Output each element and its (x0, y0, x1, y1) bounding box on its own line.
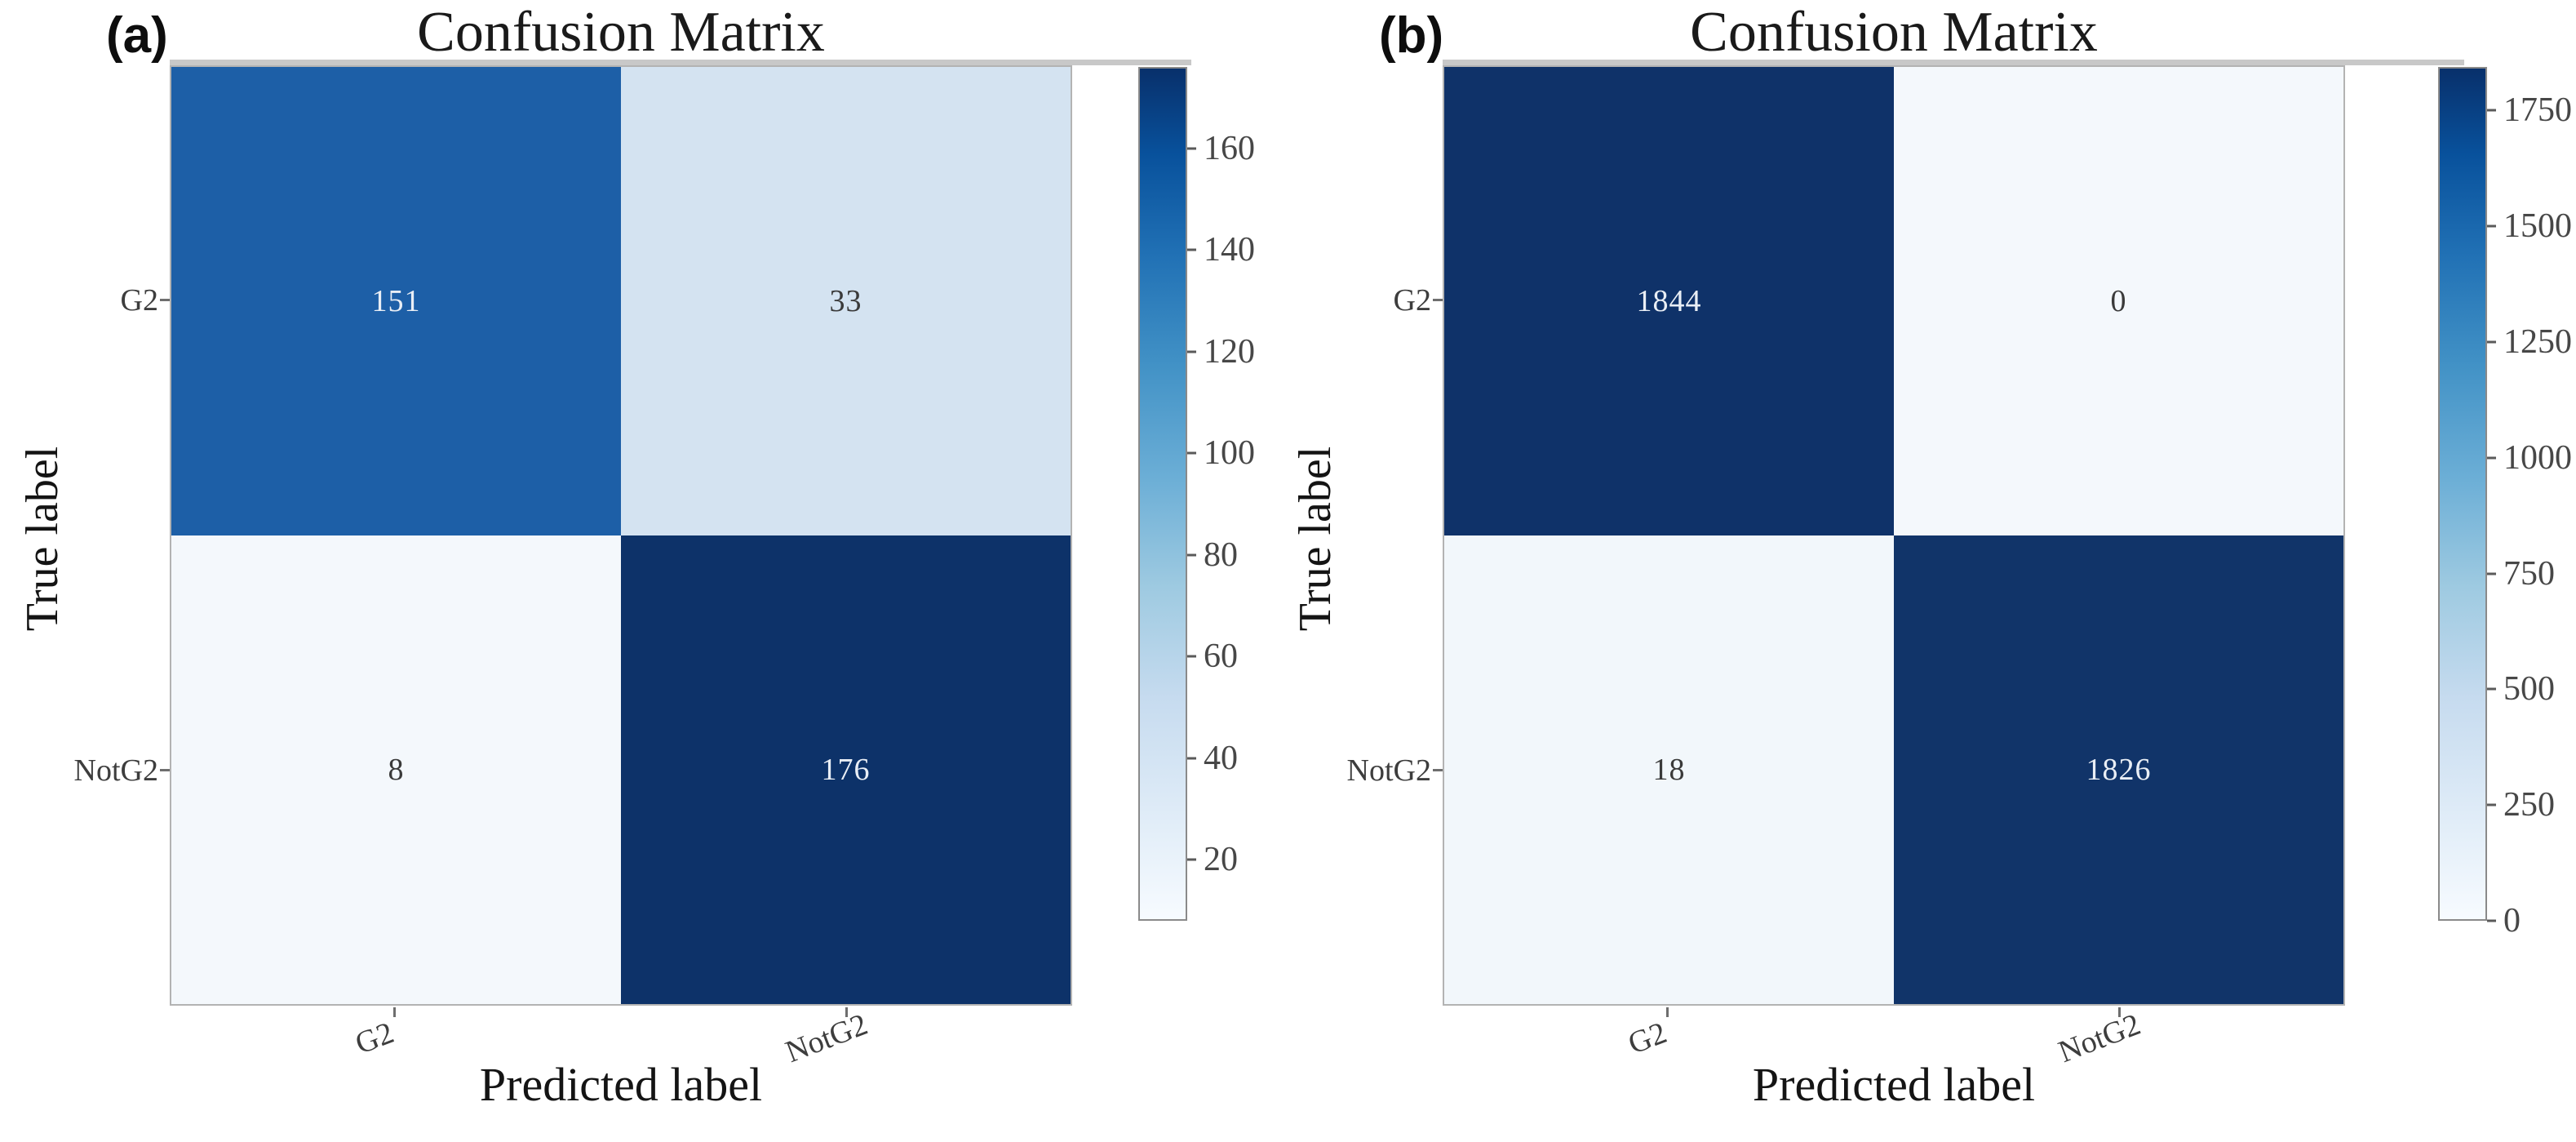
colorbar-tick-label: 500 (2503, 670, 2555, 709)
colorbar-tick-mark (2487, 687, 2496, 691)
cell-value: 1844 (1636, 284, 1702, 318)
axis-top-spine (1443, 60, 2464, 65)
axis-top-spine (170, 60, 1191, 65)
colorbar-tick-label: 60 (1204, 638, 1238, 676)
y-axis-label: True label (17, 446, 68, 632)
colorbar-tick-label: 0 (2503, 902, 2521, 940)
colorbar-tick-label: 20 (1204, 841, 1238, 879)
colorbar-tick-label: 1250 (2503, 322, 2572, 361)
colorbar-tick-mark (1187, 757, 1196, 760)
cell-value: 0 (2110, 284, 2127, 318)
tick-mark (160, 769, 170, 771)
colorbar-tick-mark (2487, 803, 2496, 807)
heatmap-cell: 1844 (1444, 67, 1894, 535)
colorbar-tick-label: 750 (2503, 554, 2555, 593)
cell-value: 8 (388, 753, 405, 787)
y-tick-label: NotG2 (73, 753, 158, 788)
cell-value: 33 (829, 284, 862, 318)
colorbar-tick-label: 250 (2503, 786, 2555, 824)
tick-mark (1433, 769, 1443, 771)
colorbar-gradient (1138, 67, 1187, 921)
heatmap-cell: 8 (171, 535, 621, 1004)
cell-value: 176 (821, 753, 871, 787)
colorbar-gradient (2438, 67, 2487, 921)
colorbar-tick-label: 80 (1204, 535, 1238, 574)
colorbar-tick-mark (2487, 224, 2496, 228)
colorbar-tick-label: 160 (1204, 129, 1255, 167)
colorbar-tick-label: 140 (1204, 231, 1255, 269)
colorbar-tick-mark (2487, 919, 2496, 922)
heatmap-cell: 18 (1444, 535, 1894, 1004)
tick-mark (2118, 1007, 2121, 1017)
colorbar-tick-mark (2487, 340, 2496, 344)
colorbar-tick-mark (1187, 248, 1196, 251)
panel-a: (a) Confusion Matrix 151 33 8 176 G2 Not… (0, 0, 1273, 1142)
tick-mark (845, 1007, 848, 1017)
tick-mark (1666, 1007, 1669, 1017)
panel-label: (a) (106, 7, 168, 64)
heatmap-cell: 176 (621, 535, 1071, 1004)
tick-mark (160, 299, 170, 301)
colorbar-tick-label: 100 (1204, 434, 1255, 473)
y-axis-label: True label (1290, 446, 1341, 632)
chart-title: Confusion Matrix (417, 1, 825, 64)
colorbar-tick-label: 120 (1204, 332, 1255, 371)
colorbar-tick-label: 1750 (2503, 91, 2572, 130)
heatmap-cell: 0 (1894, 67, 2343, 535)
colorbar-tick-mark (2487, 572, 2496, 575)
y-tick-label: G2 (1393, 283, 1431, 318)
colorbar-tick-mark (1187, 858, 1196, 861)
colorbar-tick-label: 40 (1204, 739, 1238, 777)
panel-label: (b) (1379, 7, 1444, 64)
x-axis-label: Predicted label (1752, 1058, 2036, 1111)
colorbar-tick-mark (1187, 655, 1196, 658)
y-tick-label: G2 (120, 283, 158, 318)
heatmap-cell: 1826 (1894, 535, 2343, 1004)
tick-mark (393, 1007, 396, 1017)
colorbar-tick-label: 1000 (2503, 438, 2572, 477)
colorbar-tick-mark (2487, 456, 2496, 460)
heatmap-cell: 33 (621, 67, 1071, 535)
heatmap-cell: 151 (171, 67, 621, 535)
cell-value: 1826 (2086, 753, 2152, 787)
colorbar-tick-mark (1187, 147, 1196, 150)
panel-b: (b) Confusion Matrix 1844 0 18 1826 G2 N… (1273, 0, 2576, 1142)
colorbar-tick-mark (1187, 553, 1196, 557)
colorbar-tick-mark (1187, 451, 1196, 455)
confusion-matrix-heatmap: 1844 0 18 1826 (1443, 65, 2345, 1006)
cell-value: 151 (371, 284, 421, 318)
y-tick-label: NotG2 (1346, 753, 1431, 788)
x-axis-label: Predicted label (479, 1058, 763, 1111)
colorbar-tick-label: 1500 (2503, 207, 2572, 246)
tick-mark (1433, 299, 1443, 301)
colorbar: 0 250 500 750 1000 1250 1500 1750 (2438, 67, 2576, 940)
colorbar-tick-mark (1187, 350, 1196, 353)
colorbar-tick-mark (2487, 109, 2496, 112)
confusion-matrix-heatmap: 151 33 8 176 (170, 65, 1072, 1006)
chart-title: Confusion Matrix (1690, 1, 2098, 64)
cell-value: 18 (1652, 753, 1686, 787)
colorbar: 20 40 60 80 100 120 140 160 (1138, 67, 1326, 921)
